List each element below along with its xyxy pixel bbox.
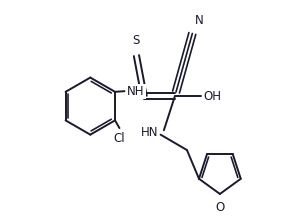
Text: OH: OH xyxy=(203,90,221,103)
Text: O: O xyxy=(215,200,225,213)
Text: N: N xyxy=(195,14,203,27)
Text: Cl: Cl xyxy=(114,132,125,145)
Text: S: S xyxy=(133,34,140,47)
Text: NH: NH xyxy=(127,85,145,98)
Text: HN: HN xyxy=(141,126,158,139)
